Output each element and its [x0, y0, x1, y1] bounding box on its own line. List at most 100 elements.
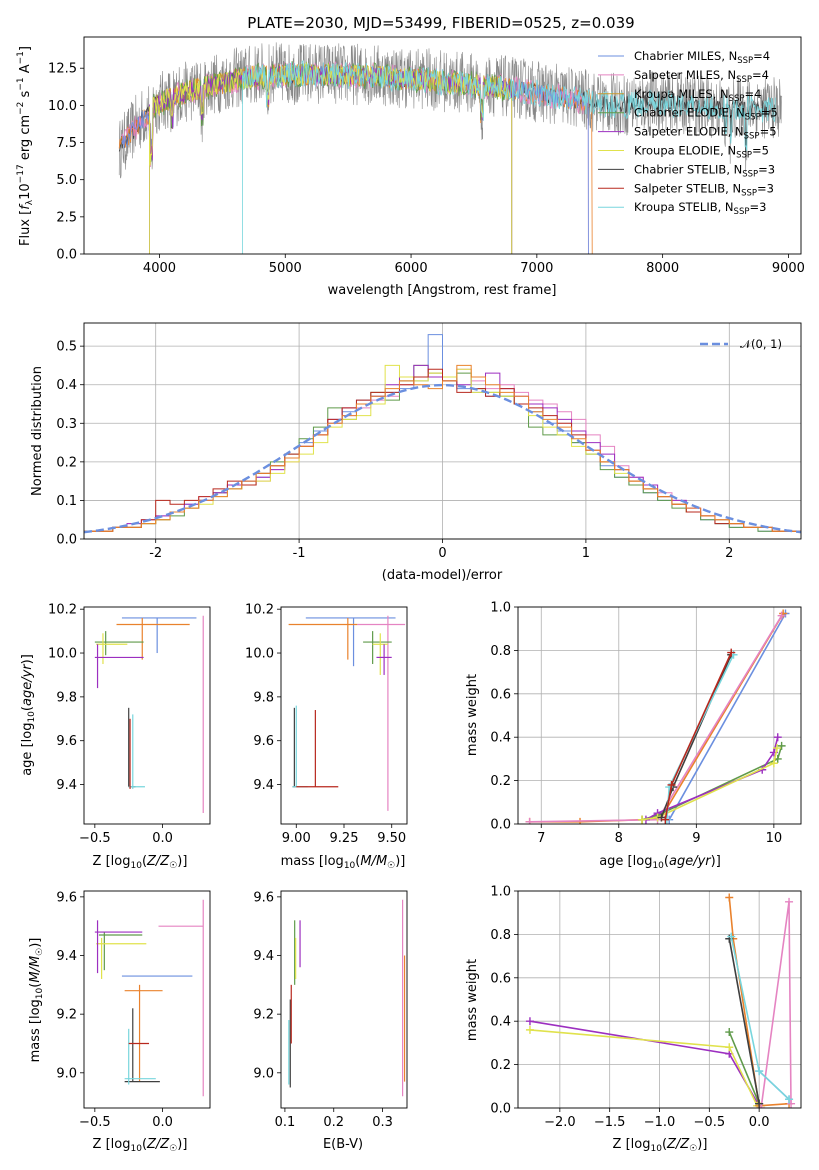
y-tick-label: 0.6 [490, 687, 511, 702]
age-mass-xlabel: mass [log10(M/M☉)] [281, 854, 406, 871]
weight-marker [785, 897, 794, 906]
model-spectrum-kroupa-stelib [242, 59, 776, 254]
x-tick-label: −1.0 [644, 1115, 676, 1130]
y-tick-label: 0.2 [490, 1058, 511, 1073]
x-tick-label: 6000 [395, 261, 428, 276]
plot-area [94, 615, 204, 814]
weight-marker [725, 1043, 734, 1052]
x-tick-label: −0.5 [79, 831, 111, 846]
y-tick-label: 10.0 [48, 647, 77, 662]
x-tick-label: 0.0 [152, 831, 173, 846]
gaussian-legend-label: 𝒩(0, 1) [740, 337, 782, 351]
weight-marker [638, 815, 647, 824]
gaussian-curve [84, 383, 801, 534]
y-tick-label: 9.4 [253, 949, 274, 964]
spectrum-panel: 4000 5000 6000 7000 8000 9000 0.0 2.5 5.0 7.5 10.0… [48, 36, 805, 276]
weight-marker [727, 932, 736, 941]
weight-metallicity-ylabel: mass weight [465, 959, 480, 1041]
x-tick-label: 0.0 [152, 1115, 173, 1130]
y-tick-label: 9.0 [56, 1066, 77, 1081]
weight-marker [576, 817, 585, 824]
histogram-xlabel: (data-model)/error [382, 568, 503, 583]
legend-label: Salpeter STELIB, NSSP=3 [634, 181, 774, 198]
plot-area [525, 893, 796, 1108]
age-ylabel: age [log10(age/yr)] [20, 654, 37, 776]
x-tick-label: 0.0 [749, 1115, 770, 1130]
y-tick-label: 10.2 [48, 603, 77, 618]
x-tick-label: −0.5 [79, 1115, 111, 1130]
y-tick-label: 0.0 [490, 1102, 511, 1117]
histogram-ylabel: Normed distribution [30, 366, 45, 496]
legend-label: Salpeter ELODIE, NSSP=5 [634, 125, 777, 142]
y-tick-label: 0.4 [490, 731, 511, 746]
mass-weight-vs-metallicity-panel: −2.0 −1.5 −1.0 −0.5 0.0 0.0 0.2 0.4 0.6 0.8 1.0 [490, 885, 802, 1130]
y-tick-label: 0.0 [56, 248, 77, 263]
axes-frame [280, 890, 408, 1109]
mass-weight-vs-age-panel: 7 8 9 10 0.0 0.2 0.4 0.6 0.8 1.0 [490, 601, 802, 846]
y-tick-label: 0.6 [490, 971, 511, 986]
axes-frame [83, 606, 211, 825]
x-tick-label: 8 [615, 831, 623, 846]
weight-line-kroupa-elodie [529, 1029, 762, 1107]
y-tick-label: 9.8 [253, 690, 274, 705]
weight-marker [725, 893, 734, 902]
spectrum-xlabel: wavelength [Angstrom, rest frame] [328, 283, 557, 298]
y-tick-label: 0.4 [490, 1015, 511, 1030]
y-tick-label: 9.2 [56, 1008, 77, 1023]
y-tick-label: 9.8 [56, 690, 77, 705]
y-tick-label: 9.2 [253, 1008, 274, 1023]
x-tick-label: 7 [537, 831, 545, 846]
weight-marker [777, 741, 786, 750]
y-tick-label: 0.2 [490, 774, 511, 789]
weight-marker [773, 733, 782, 742]
x-tick-label: 10 [766, 831, 783, 846]
y-tick-label: 9.6 [253, 890, 274, 905]
y-tick-label: 0.4 [56, 378, 77, 393]
axes-frame [517, 606, 802, 825]
weight-line-chabrier-elodie [641, 745, 783, 821]
mass-ylabel: mass [log10(M/M☉)] [28, 938, 45, 1063]
y-tick-label: 9.4 [253, 778, 274, 793]
weight-marker [661, 815, 670, 824]
legend-label: Salpeter MILES, NSSP=4 [634, 68, 769, 85]
weight-marker [787, 1099, 796, 1108]
weight-line-chabrier-stelib [728, 938, 760, 1104]
weight-marker [725, 1028, 734, 1037]
weight-line-salpeter-miles [529, 615, 783, 823]
y-tick-label: 9.6 [253, 734, 274, 749]
x-tick-label: -1 [293, 546, 306, 561]
weight-marker [667, 780, 676, 789]
y-tick-label: 7.5 [56, 136, 77, 151]
y-tick-label: 0.1 [56, 494, 77, 509]
x-tick-label: 8000 [646, 261, 679, 276]
y-tick-label: 10.2 [245, 603, 274, 618]
weight-marker [757, 1104, 766, 1108]
axes-frame [83, 36, 802, 255]
y-tick-label: 1.0 [490, 885, 511, 900]
age-vs-mass-panel: 9.00 9.25 9.50 9.4 9.6 9.8 10.0 10.2 [245, 603, 408, 846]
residual-histogram-panel: -2 -1 0 1 2 0.0 0.1 0.2 0.3 0.4 0.5 [56, 322, 802, 561]
spectrum-legend: Chabrier MILES, NSSP=4 Salpeter MILES, NS… [598, 49, 778, 217]
x-tick-label: 0.3 [372, 1115, 393, 1130]
plot-area [84, 334, 801, 539]
weight-line-orange [728, 897, 790, 1107]
weight-line-salpeter-elodie [529, 1020, 760, 1107]
x-tick-label: -2 [149, 546, 162, 561]
weight-age-xlabel: age [log10(age/yr)] [599, 854, 721, 871]
y-tick-label: 0.8 [490, 928, 511, 943]
weight-marker [525, 817, 534, 824]
legend-label: Chabrier ELODIE, NSSP=5 [634, 106, 778, 123]
y-tick-label: 0.8 [490, 644, 511, 659]
weight-line-chabrier-elodie [728, 1031, 760, 1105]
x-tick-label: 1 [582, 546, 590, 561]
y-tick-label: 9.4 [56, 949, 77, 964]
x-tick-label: 4000 [143, 261, 176, 276]
y-tick-label: 9.6 [56, 734, 77, 749]
weight-marker [777, 611, 786, 620]
weight-metallicity-xlabel: Z [log10(Z/Z☉)] [613, 1137, 708, 1154]
y-tick-label: 9.4 [56, 778, 77, 793]
y-tick-label: 5.0 [56, 173, 77, 188]
axes-frame [517, 890, 802, 1109]
x-tick-label: −1.5 [594, 1115, 626, 1130]
